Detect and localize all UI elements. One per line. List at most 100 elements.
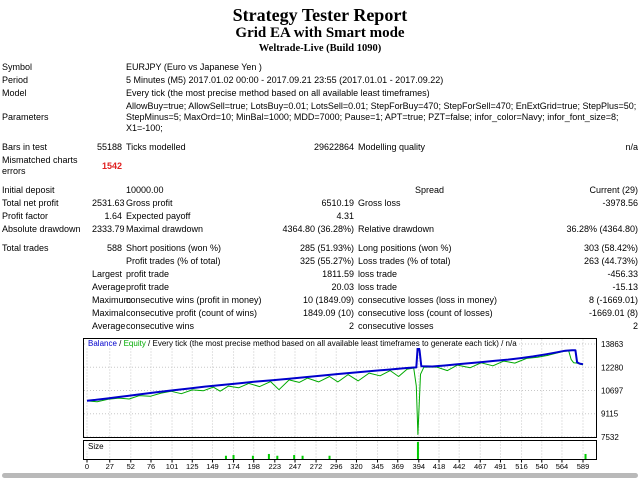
model-value: Every tick (the most precise method base… [126, 88, 430, 98]
total-net-profit-value: 2531.63 [92, 198, 125, 208]
average-label: Average [92, 282, 126, 292]
report-header: Strategy Tester Report Grid EA with Smar… [0, 5, 640, 55]
long-positions-value: 303 (58.42%) [584, 243, 639, 253]
loss-trades-label: Loss trades (% of total) [358, 256, 451, 266]
symbol-label: Symbol [2, 62, 33, 72]
svg-text:369: 369 [391, 462, 404, 471]
initial-deposit-value: 10000.00 [126, 185, 164, 195]
expected-payoff-label: Expected payoff [126, 211, 191, 221]
table-row: Absolute drawdown 2333.79 Maximal drawdo… [0, 223, 640, 236]
symbol-value: EURJPY (Euro vs Japanese Yen ) [126, 62, 262, 72]
table-row: Maximal consecutive profit (count of win… [0, 307, 640, 320]
largest-profit-trade-value: 1811.59 [322, 269, 354, 279]
profit-trades-label: Profit trades (% of total) [126, 256, 221, 266]
svg-text:13863: 13863 [601, 340, 624, 349]
largest-loss-trade-value: -456.33 [607, 269, 639, 279]
gross-loss-label: Gross loss [358, 198, 401, 208]
svg-text:564: 564 [556, 462, 569, 471]
relative-drawdown-value: 36.28% (4364.80) [566, 224, 639, 234]
maximal-consecutive-profit-label: consecutive profit (count of wins) [126, 308, 258, 318]
avg-consecutive-wins-label: consecutive wins [126, 321, 195, 331]
gross-profit-value: 6510.19 [321, 198, 354, 208]
svg-text:0: 0 [85, 462, 89, 471]
avg-consecutive-losses-value: 2 [633, 321, 639, 331]
y-axis-labels: 13863 12280 10697 9115 7532 [601, 340, 624, 442]
svg-text:345: 345 [371, 462, 384, 471]
size-bars [224, 441, 587, 459]
svg-text:247: 247 [289, 462, 302, 471]
avg-consecutive-losses-label: consecutive losses [358, 321, 434, 331]
table-row: Profit trades (% of total) 325 (55.27%) … [0, 255, 640, 268]
maximal-consecutive-profit-value: 1849.09 (10) [302, 308, 354, 318]
absolute-drawdown-label: Absolute drawdown [2, 224, 81, 234]
table-row: Symbol EURJPY (Euro vs Japanese Yen ) [0, 61, 640, 74]
legend-balance: Balance [88, 339, 117, 348]
total-trades-value: 588 [106, 243, 122, 253]
svg-text:10697: 10697 [601, 387, 624, 396]
max-consecutive-wins-label: consecutive wins (profit in money) [126, 295, 262, 305]
spread-label: Spread [414, 185, 445, 195]
maximal-consecutive-loss-value: -1669.01 (8) [589, 308, 639, 318]
x-axis-labels: 0 27 52 76 101 125 149 174 198 223 247 272 296 320 345… [85, 462, 589, 471]
total-net-profit-label: Total net profit [2, 198, 59, 208]
svg-text:320: 320 [350, 462, 363, 471]
largest-profit-trade-label: profit trade [126, 269, 170, 279]
svg-text:540: 540 [535, 462, 548, 471]
table-row: Bars in test 55188 Ticks modelled 296228… [0, 141, 640, 154]
equity-line [86, 350, 584, 435]
table-row: Profit factor 1.64 Expected payoff 4.31 [0, 210, 640, 223]
max-consecutive-wins-value: 10 (1849.09) [302, 295, 354, 305]
stats-table: Symbol EURJPY (Euro vs Japanese Yen ) Pe… [0, 61, 640, 333]
chart-legend: Balance / Equity / Every tick (the most … [86, 339, 519, 348]
svg-text:491: 491 [494, 462, 507, 471]
profit-trades-value: 325 (55.27%) [299, 256, 354, 266]
period-value: 5 Minutes (M5) 2017.01.02 00:00 - 2017.0… [126, 75, 444, 85]
svg-text:7532: 7532 [601, 433, 619, 442]
avg-consec-label: Average [92, 321, 126, 331]
max-consecutive-losses-label: consecutive losses (loss in money) [358, 295, 498, 305]
table-row: Period 5 Minutes (M5) 2017.01.02 00:00 -… [0, 74, 640, 87]
svg-text:442: 442 [453, 462, 466, 471]
avg-consecutive-wins-value: 2 [348, 321, 354, 331]
table-row: Initial deposit 10000.00 Spread Current … [0, 184, 640, 197]
svg-text:12280: 12280 [601, 363, 624, 372]
mismatched-errors-value: 1542 [101, 160, 122, 171]
short-positions-value: 285 (51.93%) [299, 243, 354, 253]
modelling-quality-value: n/a [625, 142, 639, 152]
average-loss-trade-value: -15.13 [612, 282, 639, 292]
svg-text:272: 272 [310, 462, 323, 471]
size-panel-label: Size [86, 442, 106, 451]
parameters-label: Parameters [2, 112, 49, 122]
svg-text:516: 516 [515, 462, 528, 471]
table-row: Mismatched charts errors 1542 [0, 154, 640, 178]
table-row: Parameters AllowBuy=true; AllowSell=true… [0, 100, 640, 135]
profit-factor-value: 1.64 [104, 211, 122, 221]
maximal-drawdown-value: 4364.80 (36.28%) [282, 224, 354, 234]
svg-text:296: 296 [330, 462, 343, 471]
balance-equity-chart: 13863 12280 10697 9115 7532 0 27 52 76 101 125 149 1… [0, 336, 640, 476]
legend-model-text: / Every tick (the most precise method ba… [145, 339, 517, 348]
svg-text:418: 418 [433, 462, 446, 471]
total-trades-label: Total trades [2, 243, 49, 253]
loss-trades-value: 263 (44.73%) [584, 256, 639, 266]
average-profit-trade-label: profit trade [126, 282, 170, 292]
svg-text:27: 27 [106, 462, 114, 471]
mismatched-errors-label: Mismatched charts errors [2, 155, 78, 176]
profit-factor-label: Profit factor [2, 211, 49, 221]
balance-line [86, 343, 584, 402]
table-row: Maximum consecutive wins (profit in mone… [0, 294, 640, 307]
parameters-value: AllowBuy=true; AllowSell=true; LotsBuy=0… [126, 101, 637, 133]
svg-text:76: 76 [147, 462, 155, 471]
gross-profit-label: Gross profit [126, 198, 173, 208]
table-row: Model Every tick (the most precise metho… [0, 87, 640, 100]
period-label: Period [2, 75, 29, 85]
svg-text:125: 125 [186, 462, 199, 471]
horizontal-scrollbar[interactable] [2, 473, 638, 478]
svg-text:589: 589 [577, 462, 590, 471]
main-panel-border [83, 338, 597, 438]
chart-canvas: 13863 12280 10697 9115 7532 0 27 52 76 101 125 149 1… [83, 338, 624, 471]
server-build: Weltrade-Live (Build 1090) [258, 43, 382, 54]
table-row: Largest profit trade 1811.59 loss trade … [0, 268, 640, 281]
absolute-drawdown-value: 2333.79 [92, 224, 125, 234]
ticks-modelled-value: 29622864 [313, 142, 354, 152]
